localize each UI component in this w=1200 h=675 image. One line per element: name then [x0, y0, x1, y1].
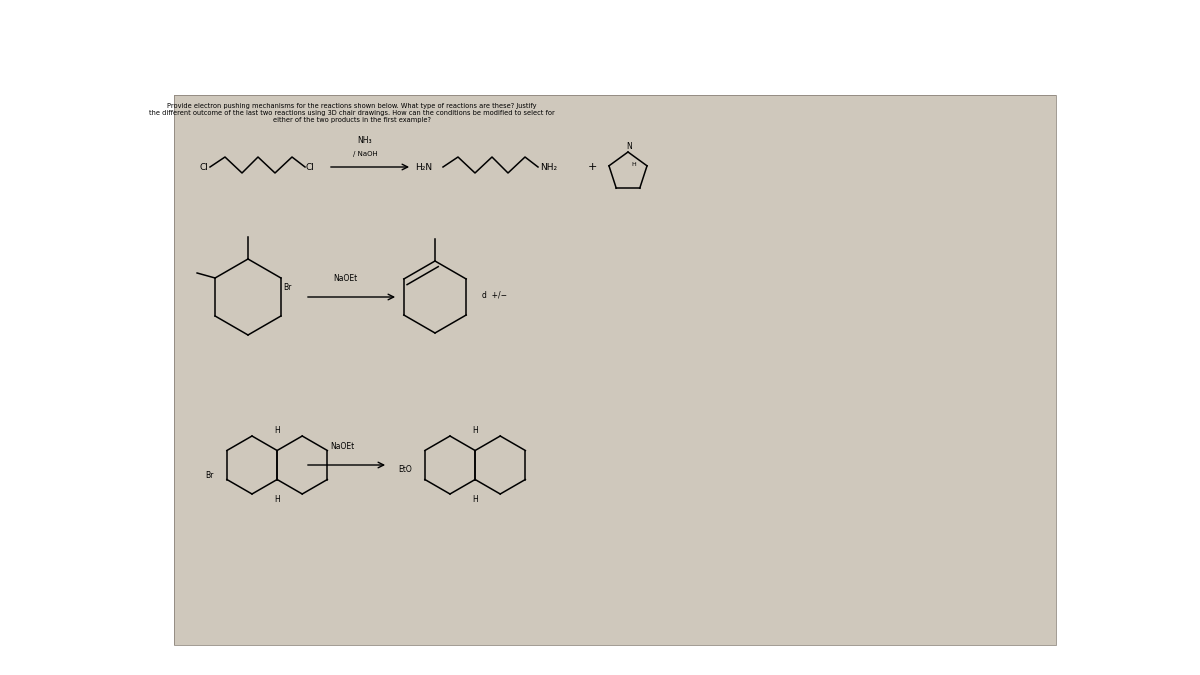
Text: H₂N: H₂N	[415, 163, 432, 171]
Text: H: H	[275, 426, 280, 435]
Text: / NaOH: / NaOH	[353, 151, 377, 157]
Text: d  +/−: d +/−	[482, 290, 508, 300]
Text: H: H	[473, 495, 478, 504]
Text: EtO: EtO	[398, 466, 412, 475]
Text: NaOEt: NaOEt	[330, 442, 354, 451]
Text: NH₃: NH₃	[358, 136, 372, 145]
Text: N: N	[626, 142, 632, 151]
Text: Provide electron pushing mechanisms for the reactions shown below. What type of : Provide electron pushing mechanisms for …	[149, 103, 554, 123]
FancyBboxPatch shape	[0, 645, 1200, 675]
Text: +: +	[587, 162, 596, 172]
FancyBboxPatch shape	[174, 95, 1056, 645]
FancyBboxPatch shape	[0, 0, 1200, 95]
Text: H: H	[473, 426, 478, 435]
FancyBboxPatch shape	[0, 0, 174, 675]
FancyBboxPatch shape	[1056, 0, 1200, 675]
Text: Cl: Cl	[199, 163, 208, 171]
Text: H: H	[631, 162, 636, 167]
Text: Br: Br	[205, 470, 214, 479]
Text: Cl: Cl	[306, 163, 314, 171]
Text: NH₂: NH₂	[540, 163, 557, 171]
Text: Br: Br	[283, 283, 292, 292]
Text: H: H	[275, 495, 280, 504]
Text: NaOEt: NaOEt	[332, 274, 358, 283]
